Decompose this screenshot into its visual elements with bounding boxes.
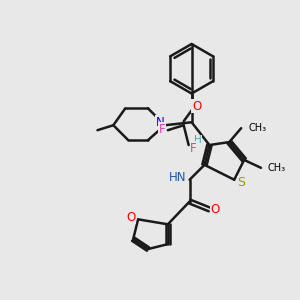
Text: O: O <box>211 203 220 216</box>
Text: F: F <box>190 142 197 154</box>
Text: O: O <box>127 211 136 224</box>
Text: CH₃: CH₃ <box>268 163 286 173</box>
Text: H: H <box>194 135 201 145</box>
Text: F: F <box>159 123 165 136</box>
Text: O: O <box>192 100 201 113</box>
Text: S: S <box>237 176 245 189</box>
Text: CH₃: CH₃ <box>248 123 266 133</box>
Text: N: N <box>155 116 164 129</box>
Text: HN: HN <box>169 171 187 184</box>
